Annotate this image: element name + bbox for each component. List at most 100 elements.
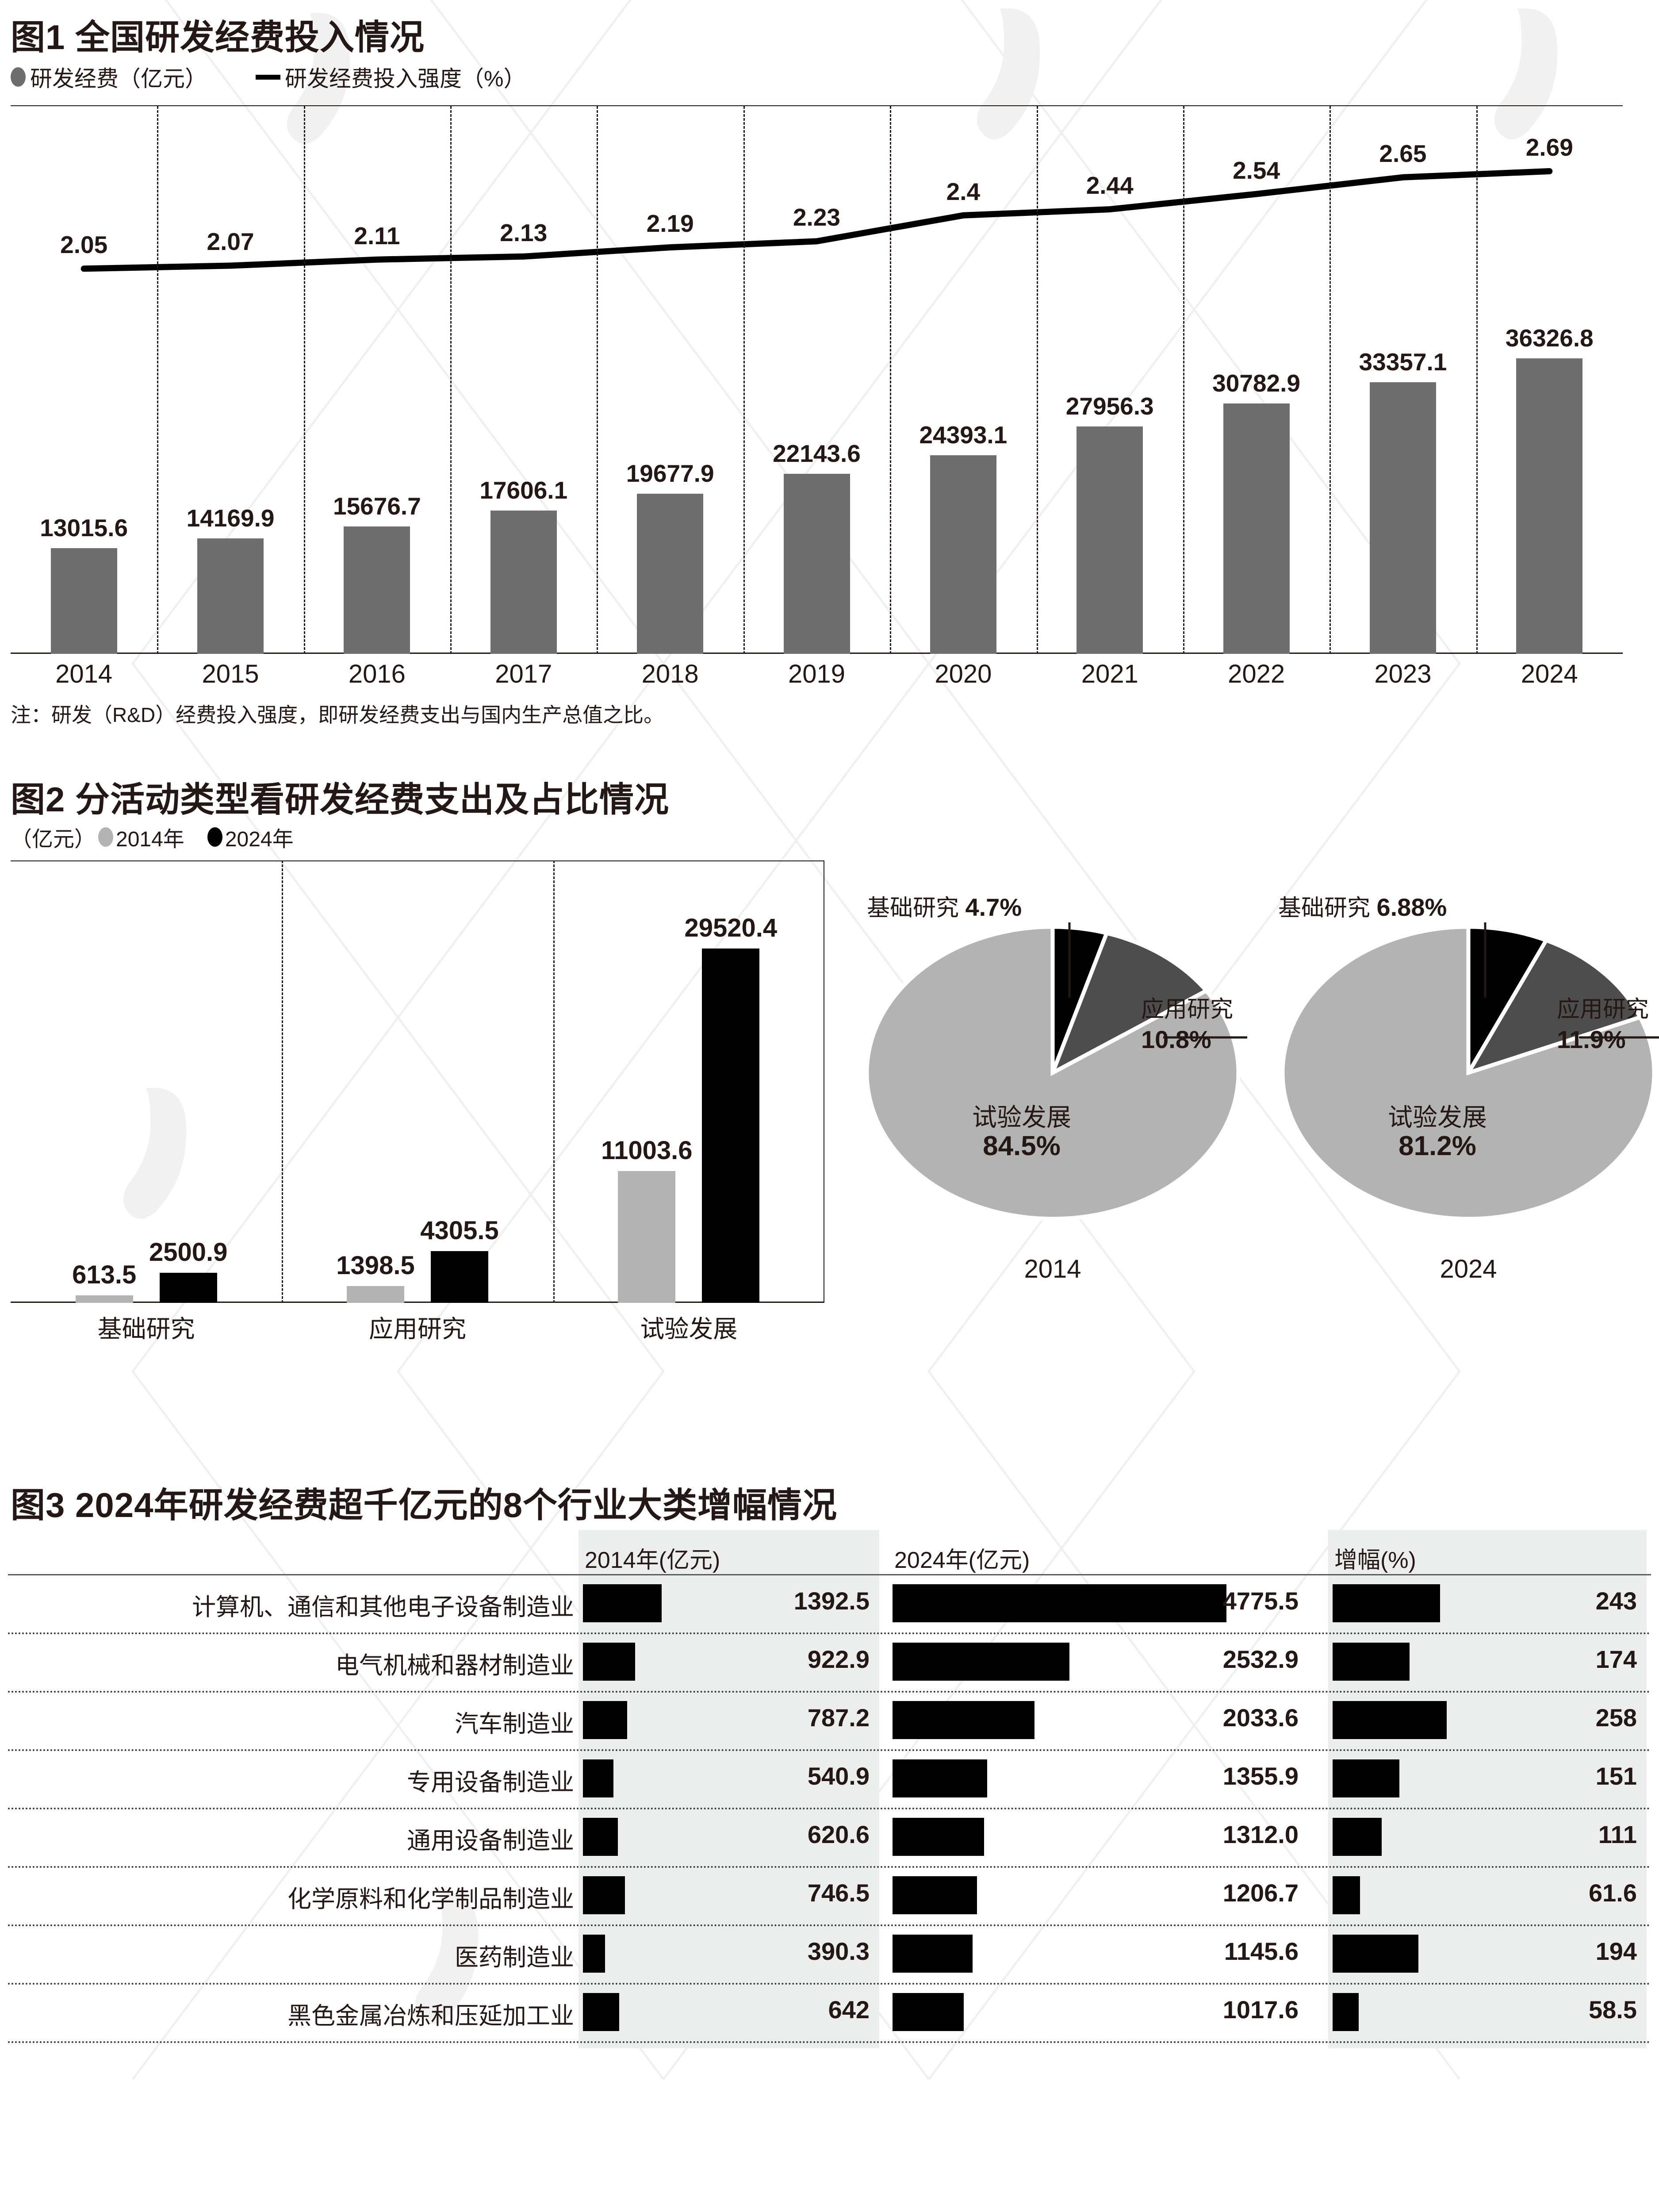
figure-1-year-label: 2014 xyxy=(55,660,113,688)
pie-chart-2014: 基础研究 4.7% 应用研究 10.8% 试验发展 84.5% 2014 xyxy=(858,865,1247,1307)
line-legend-label: 研发经费投入强度（%） xyxy=(285,66,526,91)
table-column-header: 2014年(亿元) xyxy=(585,1548,720,1573)
figure-1-x-axis-labels: 2014 2015 2016 2017 2018 2019 2020 2021 2022 2023… xyxy=(11,659,1647,690)
figure-1-intensity-value-label: 2.11 xyxy=(354,222,400,250)
table-cell-value-growth: 258 xyxy=(1595,1704,1637,1732)
figure-1-year-label: 2019 xyxy=(788,660,845,688)
table-row-separator xyxy=(8,1924,1651,1926)
table-cell-value-2014: 540.9 xyxy=(807,1762,870,1790)
legend-2014-label: 2014年 xyxy=(116,828,184,851)
pie-label-applied: 应用研究 xyxy=(1141,997,1234,1022)
table-cell-value-2024: 1017.6 xyxy=(1222,1996,1299,2024)
pie-label-basic: 基础研究 xyxy=(1278,895,1371,921)
table-cell-industry-name: 计算机、通信和其他电子设备制造业 xyxy=(192,1594,574,1621)
pie-value-basic: 6.88% xyxy=(1376,893,1447,921)
pie-svg xyxy=(865,922,1247,1221)
figure-1-note: 注：研发（R&D）经费投入强度，即研发经费支出与国内生产总值之比。 xyxy=(11,703,664,726)
table-cell-industry-name: 汽车制造业 xyxy=(455,1711,574,1737)
figure-1-year-label: 2024 xyxy=(1521,660,1578,688)
table-cell-value-growth: 174 xyxy=(1595,1645,1637,1673)
figure-1-intensity-value-label: 2.44 xyxy=(1086,172,1134,200)
table-header-rule xyxy=(8,1574,1651,1575)
pie-chart-2024: 基础研究 6.88% 应用研究 11.9% 试验发展 81.2% 2024 xyxy=(1274,865,1659,1307)
figure-1-bar xyxy=(344,526,410,654)
table-cell-value-2014: 922.9 xyxy=(807,1645,870,1673)
figure-2-bar-value-label: 613.5 xyxy=(72,1260,137,1289)
figure-1-intensity-value-label: 2.23 xyxy=(793,204,841,231)
legend-2024-swatch-icon xyxy=(207,827,222,847)
pie-callout-applied: 应用研究 11.9% xyxy=(1557,995,1649,1055)
pie-callout-basic: 基础研究 4.7% xyxy=(867,889,1022,922)
figure-2-rd-by-activity-type: 图2 分活动类型看研发经费支出及占比情况 （亿元） 2014年 2024年 61… xyxy=(0,772,1659,1462)
pie-label-applied: 应用研究 xyxy=(1557,997,1649,1022)
figure-2-bar-value-label: 4305.5 xyxy=(420,1216,499,1245)
table-cell-industry-name: 电气机械和器材制造业 xyxy=(335,1652,574,1679)
table-row-separator xyxy=(8,1749,1651,1751)
table-cell-value-2014: 746.5 xyxy=(807,1879,870,1907)
figure-2-bar xyxy=(431,1251,488,1303)
pie-value-applied: 10.8% xyxy=(1141,1025,1211,1053)
table-cell-value-2014: 390.3 xyxy=(807,1937,870,1965)
figure-1-year-label: 2020 xyxy=(935,660,992,688)
figure-1-bar xyxy=(1369,382,1436,654)
figure-3-industry-growth: 图3 2024年研发经费超千亿元的8个行业大类增幅情况 2014年(亿元) 202… xyxy=(0,1478,1659,2212)
table-cell-value-growth: 151 xyxy=(1595,1762,1637,1790)
figure-2-category-label: 应用研究 xyxy=(368,1315,466,1343)
figure-1-bar xyxy=(1516,358,1583,654)
figure-1-bar xyxy=(1077,426,1143,654)
figure-1-year-label: 2021 xyxy=(1081,660,1138,688)
figure-1-gridline xyxy=(303,106,305,654)
pie-value-experimental: 81.2% xyxy=(1398,1130,1476,1161)
figure-1-gridline xyxy=(597,106,598,654)
table-column-header: 2024年(亿元) xyxy=(894,1548,1030,1573)
figure-1-year-label: 2017 xyxy=(495,660,552,688)
figure-1-gridline xyxy=(1476,106,1478,654)
figure-2-category-label: 试验发展 xyxy=(640,1315,738,1343)
pie-callout-applied: 应用研究 10.8% xyxy=(1141,995,1233,1055)
table-cell-value-growth: 111 xyxy=(1598,1820,1637,1848)
figure-1-gridline xyxy=(743,106,745,654)
table-row-separator xyxy=(8,1866,1651,1868)
table-cell-value-2014: 1392.5 xyxy=(793,1587,870,1615)
figure-1-bar xyxy=(197,538,264,654)
table-row-separator xyxy=(8,2041,1651,2043)
figure-2-unit-label: （亿元） xyxy=(11,828,96,851)
table-cell-value-2024: 2033.6 xyxy=(1222,1704,1299,1732)
figure-2-title: 图2 分活动类型看研发经费支出及占比情况 xyxy=(11,780,670,819)
figure-2-bar xyxy=(702,949,760,1303)
pie-callout-basic: 基础研究 6.88% xyxy=(1278,889,1447,922)
table-cell-value-growth: 58.5 xyxy=(1589,1996,1637,2024)
table-cell-value-2014: 620.6 xyxy=(807,1820,870,1848)
table-cell-value-growth: 194 xyxy=(1595,1937,1637,1965)
table-cell-industry-name: 黑色金属冶炼和压延加工业 xyxy=(287,2003,574,2029)
figure-1-title: 图1 全国研发经费投入情况 xyxy=(11,18,425,57)
table-cell-value-growth: 243 xyxy=(1595,1587,1637,1615)
figure-2-bar xyxy=(618,1171,676,1303)
figure-1-intensity-value-label: 2.07 xyxy=(207,228,254,256)
figure-1-plot-area: 13015.6 14169.9 15676.7 17606.1 19677.9 22143… xyxy=(11,105,1647,654)
table-cell-value-2024: 1206.7 xyxy=(1222,1879,1299,1907)
pie-slice xyxy=(1464,937,1643,1076)
legend-2014-swatch-icon xyxy=(98,827,114,847)
table-column-header: 增幅(%) xyxy=(1334,1548,1416,1573)
figure-1-bar xyxy=(783,474,850,654)
figure-1-bar xyxy=(930,455,996,654)
figure-1-year-label: 2015 xyxy=(202,660,259,688)
figure-2-bar xyxy=(347,1286,404,1303)
figure-1-year-label: 2018 xyxy=(641,660,699,688)
figure-2-bar-plot: 613.5 2500.9 基础研究 1398.5 4305.5 应用研究 11003.6 29… xyxy=(11,860,824,1343)
table-cell-value-2024: 1145.6 xyxy=(1224,1937,1299,1965)
figure-3-title: 图3 2024年研发经费超千亿元的8个行业大类增幅情况 xyxy=(11,1486,837,1525)
figure-1-gridline xyxy=(450,106,452,654)
figure-1-intensity-value-label: 2.69 xyxy=(1525,133,1573,161)
figure-1-intensity-value-label: 2.13 xyxy=(500,219,548,246)
legend-2024-label: 2024年 xyxy=(225,828,294,851)
figure-2-legend: （亿元） 2014年 2024年 xyxy=(11,822,317,853)
figure-1-gridline xyxy=(157,106,159,654)
figure-1-intensity-value-label: 2.19 xyxy=(646,210,694,238)
pie-year-label: 2024 xyxy=(1440,1255,1497,1283)
figure-1-bar xyxy=(1223,403,1290,654)
figure-1-bar xyxy=(490,511,557,654)
table-cell-value-2024: 1312.0 xyxy=(1222,1820,1299,1848)
table-row-separator xyxy=(8,1691,1651,1693)
